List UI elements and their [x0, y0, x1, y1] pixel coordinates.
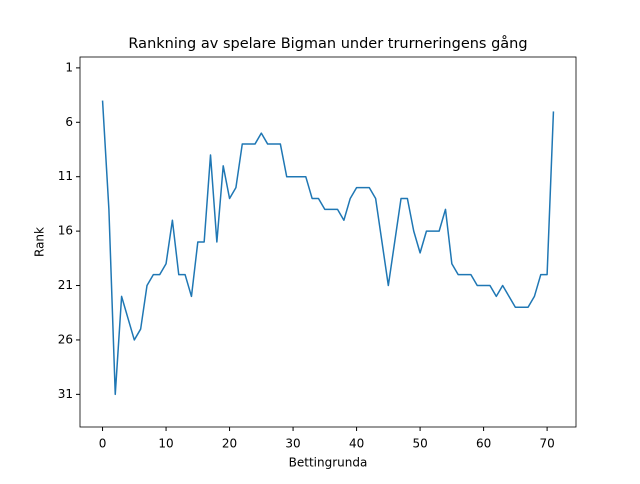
data-line	[101, 100, 555, 396]
x-tick-label: 60	[476, 437, 491, 451]
y-tick-label: 6	[65, 115, 73, 129]
axes-frame	[79, 56, 577, 428]
x-tick-label: 70	[539, 437, 554, 451]
x-tick-label: 40	[349, 437, 364, 451]
y-tick-label: 11	[58, 169, 73, 183]
x-tick-label: 20	[222, 437, 237, 451]
y-axis-label: Rank	[33, 227, 47, 257]
y-tick-label: 21	[58, 278, 73, 292]
y-tick-label: 26	[58, 332, 73, 346]
x-tick-label: 30	[285, 437, 300, 451]
chart-title: Rankning av spelare Bigman under trurner…	[128, 35, 527, 52]
x-tick-label: 10	[158, 437, 173, 451]
x-tick-label: 50	[412, 437, 427, 451]
y-tick-label: 31	[58, 387, 73, 401]
y-tick-label: 1	[65, 60, 73, 74]
y-tick-label: 16	[58, 224, 73, 238]
x-tick-label: 0	[99, 437, 107, 451]
x-axis-label: Bettingrunda	[289, 456, 368, 470]
